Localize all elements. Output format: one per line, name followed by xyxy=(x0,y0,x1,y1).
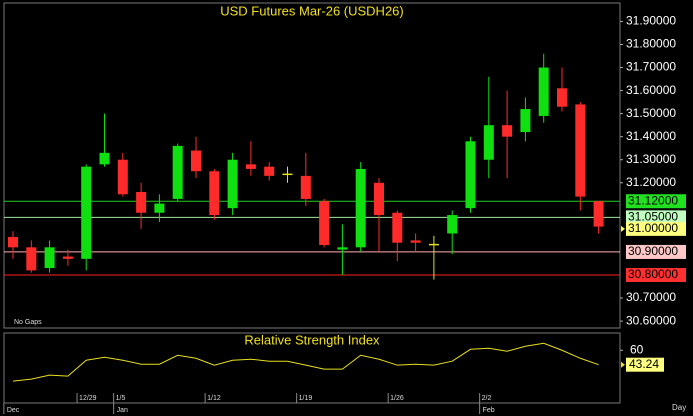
candle-body xyxy=(191,150,201,172)
period: Day xyxy=(672,403,686,412)
candle-body xyxy=(81,166,92,259)
y-tick-label: 31.80000 xyxy=(626,37,676,51)
x-tick-label: 1/19 xyxy=(299,395,313,402)
level-label-bg xyxy=(626,194,686,209)
candle-body xyxy=(410,240,421,243)
candle-body xyxy=(62,256,73,259)
y-tick-label: 31.60000 xyxy=(626,83,676,97)
level-label-bg xyxy=(626,221,686,236)
candle-body xyxy=(282,173,293,176)
candle-body xyxy=(557,88,567,107)
y-tick-label: 31.40000 xyxy=(626,129,676,143)
level-label: 30.80000 xyxy=(628,267,678,281)
level-label: 31.00000 xyxy=(628,221,678,235)
x-tick-label: 12/29 xyxy=(79,395,97,402)
month-label: Dec xyxy=(7,407,20,414)
candle-body xyxy=(264,166,275,176)
candle-body xyxy=(337,247,348,250)
candle-body xyxy=(44,247,55,269)
x-tick-label: 1/12 xyxy=(207,395,221,402)
candle-body xyxy=(593,201,604,227)
y-tick-label: 30.70000 xyxy=(626,290,676,304)
y-tick-label: 30.60000 xyxy=(626,313,676,327)
chart-title: USD Futures Mar-26 (USDH26) xyxy=(220,3,404,18)
y-tick-label: 31.20000 xyxy=(626,175,676,189)
month-label: Jan xyxy=(117,407,128,414)
candle-body xyxy=(502,125,513,137)
candle-body xyxy=(136,192,147,213)
candle-body xyxy=(26,247,37,271)
y-tick-label: 31.90000 xyxy=(626,14,676,28)
level-label: 31.12000 xyxy=(628,193,678,207)
candle-body xyxy=(319,201,330,246)
x-tick-label: 1/26 xyxy=(390,395,404,402)
candle-body xyxy=(520,109,531,133)
candle-body xyxy=(154,203,165,213)
level-label-bg xyxy=(626,210,686,225)
candle-body xyxy=(428,243,439,246)
x-tick-label: 1/5 xyxy=(116,395,126,402)
candle-body xyxy=(392,212,403,243)
rsi-line xyxy=(12,342,599,382)
candle-body xyxy=(245,164,256,169)
candle-body xyxy=(575,104,586,197)
level-label-bg xyxy=(626,267,686,282)
candle-body xyxy=(172,145,183,199)
y-tick-label: 31.30000 xyxy=(626,152,676,166)
last-marker xyxy=(621,361,625,368)
x-tick-label: 2/2 xyxy=(482,395,492,402)
candle-body xyxy=(209,171,220,216)
note: No Gaps xyxy=(14,319,42,326)
month-label: Feb xyxy=(483,407,495,414)
candle-body xyxy=(355,168,366,248)
last-label: 43.24 xyxy=(629,357,659,371)
rsi-panel xyxy=(3,332,621,404)
candle-body xyxy=(447,215,458,234)
y-tick-label: 31.50000 xyxy=(626,106,676,120)
level-label: 31.05000 xyxy=(628,210,678,224)
level-label-bg xyxy=(626,244,686,259)
candle-body xyxy=(538,67,549,116)
y-tick-label: 31.70000 xyxy=(626,60,676,74)
level-label: 30.90000 xyxy=(628,244,678,258)
level-marker xyxy=(621,225,625,232)
candle-body xyxy=(227,159,238,209)
candle-body xyxy=(465,141,476,209)
candle-body xyxy=(99,152,110,165)
rsi-title: Relative Strength Index xyxy=(244,332,380,347)
candle-body xyxy=(300,175,311,199)
candle-body xyxy=(8,236,18,248)
price-panel xyxy=(3,2,621,329)
last-label-bg xyxy=(626,357,664,372)
y-tick-label: 60 xyxy=(630,342,644,356)
candle-body xyxy=(117,159,128,195)
candle-body xyxy=(483,125,494,160)
candle-body xyxy=(374,182,384,216)
